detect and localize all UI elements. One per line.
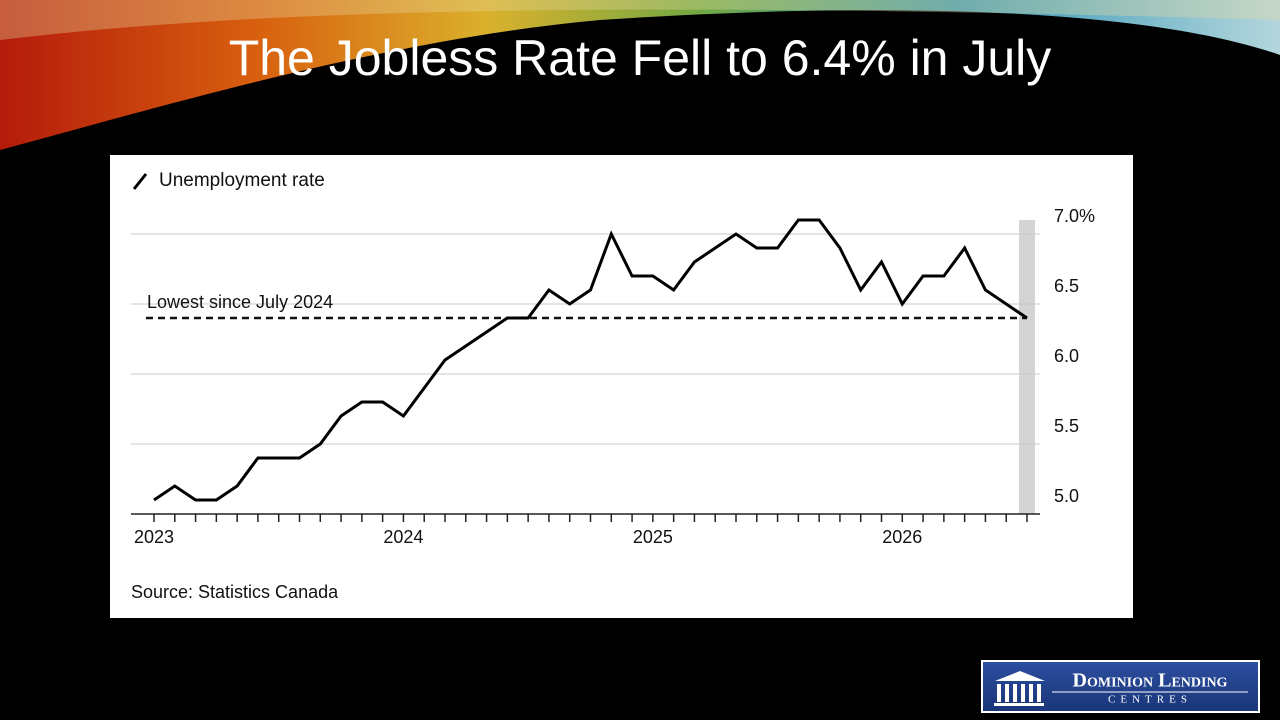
logo-icon xyxy=(994,671,1045,706)
x-tick-label: 2024 xyxy=(383,527,423,547)
logo: Dominion Lending Centres xyxy=(981,660,1260,713)
logo-line1: Dominion Lending xyxy=(1073,670,1228,692)
y-tick-label: 6.0 xyxy=(1054,346,1079,366)
x-tick-label: 2025 xyxy=(633,527,673,547)
chart: 5.0 5.5 6.0 6.5 7.0% 2023 2024 2025 2026 Lowest s… xyxy=(131,206,1095,547)
x-tick-label: 2023 xyxy=(134,527,174,547)
y-tick-label: 5.5 xyxy=(1054,416,1079,436)
decor-swoosh xyxy=(0,0,1280,150)
data-line xyxy=(153,218,1028,502)
chart-panel xyxy=(110,155,1133,618)
slide-title: The Jobless Rate Fell to 6.4% in July xyxy=(229,30,1052,86)
y-tick-label: 7.0% xyxy=(1054,206,1095,226)
x-tick-label: 2026 xyxy=(882,527,922,547)
latest-highlight xyxy=(1019,220,1035,514)
decor-swoosh-highlight xyxy=(0,0,1280,40)
legend-swatch xyxy=(132,173,148,190)
y-tick-label: 6.5 xyxy=(1054,276,1079,296)
y-tick-label: 5.0 xyxy=(1054,486,1079,506)
source-note: Source: Statistics Canada xyxy=(131,582,339,602)
annotation-label: Lowest since July 2024 xyxy=(147,292,333,312)
legend-label: Unemployment rate xyxy=(159,170,325,191)
logo-line2: Centres xyxy=(1108,694,1192,706)
